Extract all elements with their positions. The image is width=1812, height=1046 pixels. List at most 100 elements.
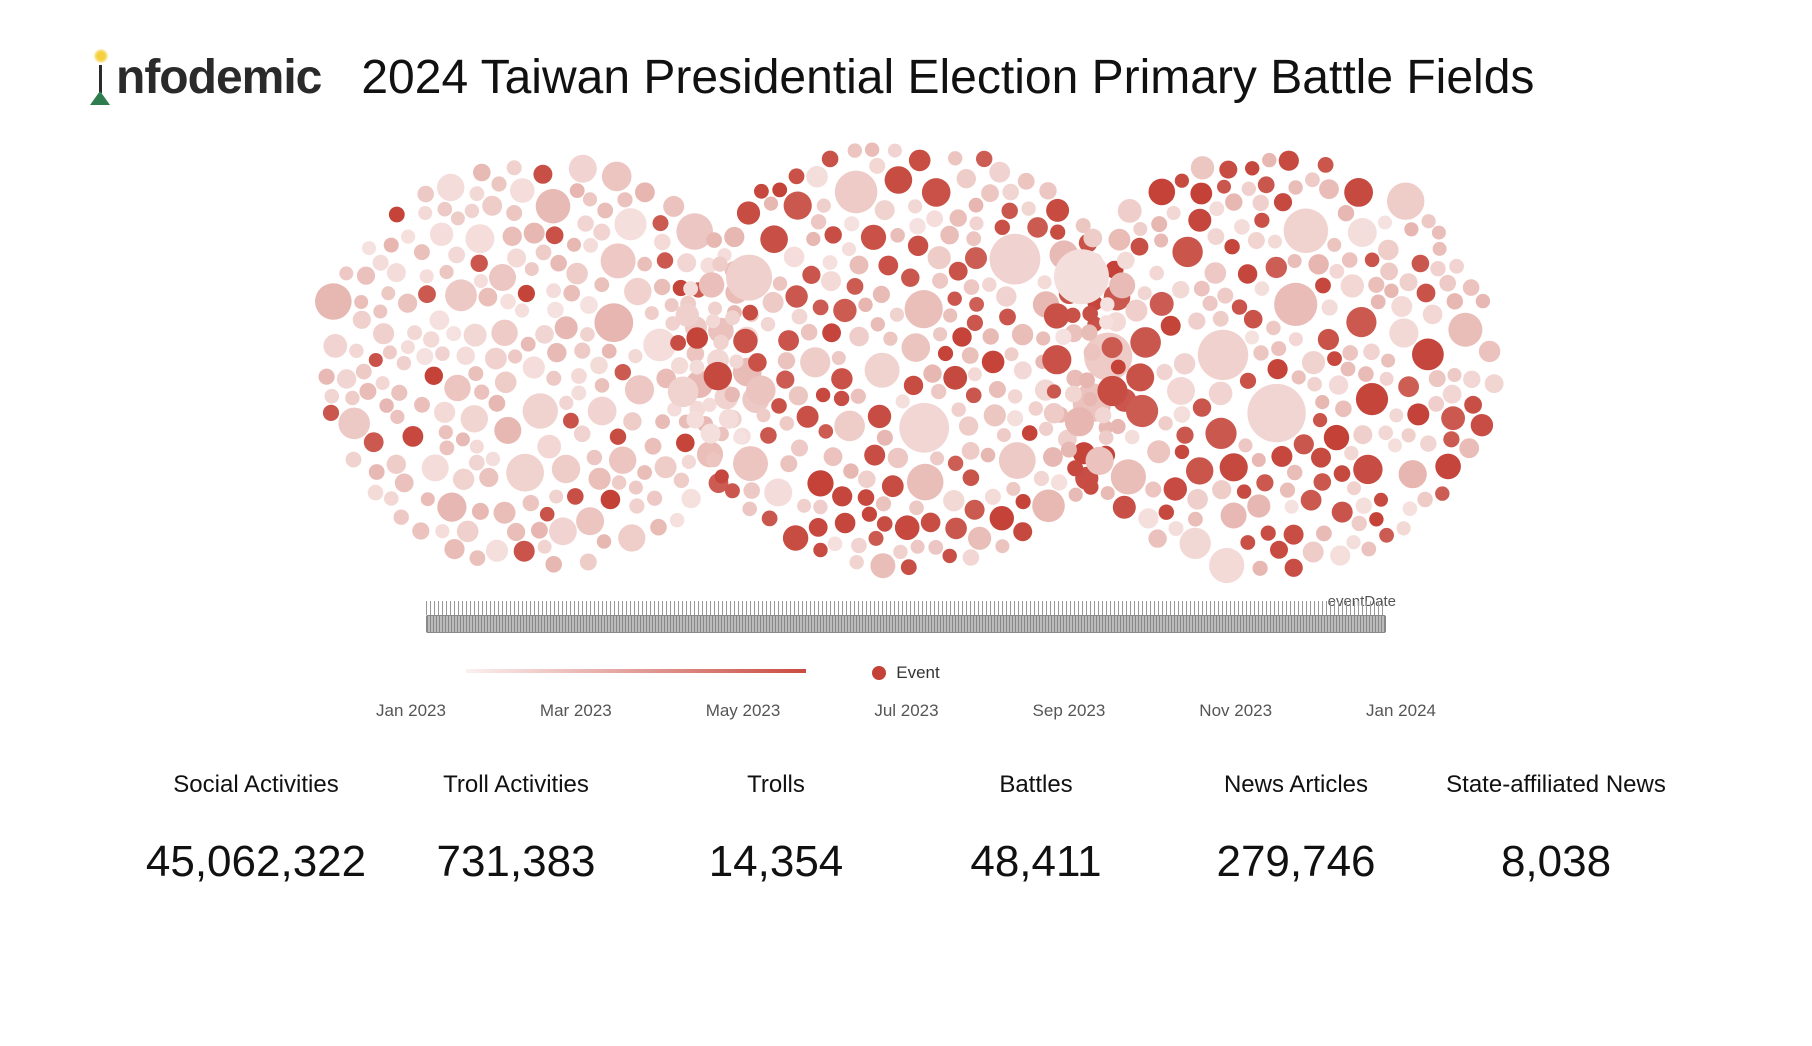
bubble[interactable] [602, 162, 632, 192]
bubble[interactable] [439, 425, 453, 439]
bubble[interactable] [1365, 253, 1380, 268]
bubble[interactable] [1322, 299, 1338, 315]
bubble[interactable] [809, 518, 828, 537]
bubble[interactable] [817, 199, 831, 213]
bubble[interactable] [851, 538, 867, 554]
bubble[interactable] [1399, 460, 1427, 488]
bubble[interactable] [995, 539, 1009, 553]
bubble[interactable] [1190, 183, 1212, 205]
bubble[interactable] [952, 327, 971, 346]
bubble[interactable] [928, 246, 951, 269]
bubble[interactable] [319, 369, 335, 385]
bubble[interactable] [637, 257, 652, 272]
bubble[interactable] [444, 539, 464, 559]
bubble[interactable] [950, 209, 967, 226]
bubble[interactable] [890, 228, 905, 243]
bubble[interactable] [1302, 351, 1325, 374]
bubble[interactable] [1463, 279, 1480, 296]
bubble[interactable] [1379, 528, 1394, 543]
bubble[interactable] [373, 323, 394, 344]
bubble[interactable] [983, 328, 999, 344]
bubble[interactable] [479, 288, 498, 307]
bubble[interactable] [486, 452, 500, 466]
bubble[interactable] [864, 445, 885, 466]
bubble[interactable] [733, 329, 757, 353]
bubble[interactable] [1287, 465, 1302, 480]
bubble[interactable] [346, 452, 362, 468]
bubble[interactable] [451, 211, 465, 225]
bubble[interactable] [665, 298, 679, 312]
bubble[interactable] [546, 283, 561, 298]
bubble[interactable] [1147, 440, 1170, 463]
bubble[interactable] [713, 335, 728, 350]
bubble[interactable] [387, 455, 406, 474]
bubble[interactable] [1280, 483, 1295, 498]
bubble[interactable] [369, 353, 383, 367]
bubble[interactable] [494, 502, 516, 524]
bubble[interactable] [397, 356, 411, 370]
bubble[interactable] [547, 302, 563, 318]
bubble[interactable] [655, 456, 677, 478]
bubble[interactable] [990, 506, 1014, 530]
bubble[interactable] [1319, 179, 1339, 199]
bubble[interactable] [850, 555, 864, 569]
bubble[interactable] [704, 362, 732, 390]
bubble[interactable] [1245, 331, 1259, 345]
bubble[interactable] [369, 464, 385, 480]
bubble[interactable] [362, 241, 376, 255]
bubble[interactable] [1099, 430, 1114, 445]
bubble[interactable] [593, 224, 610, 241]
bubble[interactable] [398, 294, 417, 313]
bubble[interactable] [1318, 157, 1334, 173]
bubble[interactable] [468, 366, 483, 381]
bubble[interactable] [963, 469, 980, 486]
bubble[interactable] [1378, 216, 1392, 230]
bubble[interactable] [1034, 471, 1049, 486]
bubble[interactable] [1069, 488, 1083, 502]
bubble[interactable] [1270, 541, 1288, 559]
bubble[interactable] [706, 232, 722, 248]
bubble[interactable] [1311, 448, 1331, 468]
bubble[interactable] [800, 347, 830, 377]
bubble[interactable] [743, 482, 760, 499]
bubble[interactable] [943, 549, 957, 563]
bubble[interactable] [981, 184, 999, 202]
bubble[interactable] [349, 344, 363, 358]
bubble[interactable] [1435, 454, 1461, 480]
bubble[interactable] [614, 208, 646, 240]
bubble[interactable] [1443, 431, 1459, 447]
bubble[interactable] [806, 166, 828, 188]
bubble[interactable] [1086, 447, 1114, 475]
bubble[interactable] [629, 481, 643, 495]
bubble[interactable] [931, 384, 946, 399]
bubble[interactable] [594, 303, 633, 342]
bubble[interactable] [885, 166, 913, 194]
bubble[interactable] [1363, 344, 1380, 361]
bubble[interactable] [647, 491, 662, 506]
bubble[interactable] [1308, 254, 1328, 274]
bubble[interactable] [555, 316, 578, 339]
bubble[interactable] [888, 144, 902, 158]
bubble[interactable] [373, 255, 389, 271]
bubble[interactable] [797, 499, 811, 513]
bubble[interactable] [403, 426, 424, 447]
bubble[interactable] [1430, 261, 1445, 276]
bubble[interactable] [848, 143, 862, 157]
bubble[interactable] [391, 385, 407, 401]
bubble[interactable] [1188, 512, 1203, 527]
bubble[interactable] [1378, 240, 1399, 261]
bubble[interactable] [1344, 446, 1358, 460]
bubble[interactable] [1051, 474, 1067, 490]
bubble[interactable] [674, 473, 689, 488]
bubble[interactable] [1219, 161, 1237, 179]
bubble[interactable] [948, 151, 962, 165]
bubble[interactable] [574, 426, 591, 443]
bubble[interactable] [407, 325, 422, 340]
bubble[interactable] [965, 500, 985, 520]
bubble[interactable] [1324, 425, 1349, 450]
bubble[interactable] [1341, 274, 1364, 297]
bubble[interactable] [384, 238, 399, 253]
bubble[interactable] [412, 522, 429, 539]
bubble[interactable] [1065, 407, 1094, 436]
bubble[interactable] [909, 150, 931, 172]
